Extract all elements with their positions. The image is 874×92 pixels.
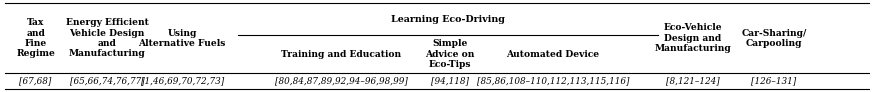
- Text: [80,84,87,89,92,94–96,98,99]: [80,84,87,89,92,94–96,98,99]: [274, 76, 407, 85]
- Text: Simple
Advice on
Eco-Tips: Simple Advice on Eco-Tips: [426, 39, 475, 69]
- Text: Tax
and
Fine
Regime: Tax and Fine Regime: [16, 18, 55, 58]
- Text: [1,46,69,70,72,73]: [1,46,69,70,72,73]: [141, 76, 224, 85]
- Text: Using
Alternative Fuels: Using Alternative Fuels: [138, 29, 225, 48]
- Text: [8,121–124]: [8,121–124]: [666, 76, 719, 85]
- Text: Learning Eco-Driving: Learning Eco-Driving: [391, 15, 505, 24]
- Text: Energy Efficient
Vehicle Design
and
Manufacturing: Energy Efficient Vehicle Design and Manu…: [66, 18, 149, 58]
- Text: [85,86,108–110,112,113,115,116]: [85,86,108–110,112,113,115,116]: [477, 76, 629, 85]
- Text: [65,66,74,76,77]: [65,66,74,76,77]: [70, 76, 144, 85]
- Text: Eco-Vehicle
Design and
Manufacturing: Eco-Vehicle Design and Manufacturing: [655, 23, 731, 53]
- Text: Car-Sharing/
Carpooling: Car-Sharing/ Carpooling: [741, 29, 807, 48]
- Text: [126–131]: [126–131]: [751, 76, 796, 85]
- Text: Automated Device: Automated Device: [507, 50, 600, 59]
- Text: [94,118]: [94,118]: [431, 76, 469, 85]
- Text: Training and Education: Training and Education: [281, 50, 401, 59]
- Text: [67,68]: [67,68]: [19, 76, 52, 85]
